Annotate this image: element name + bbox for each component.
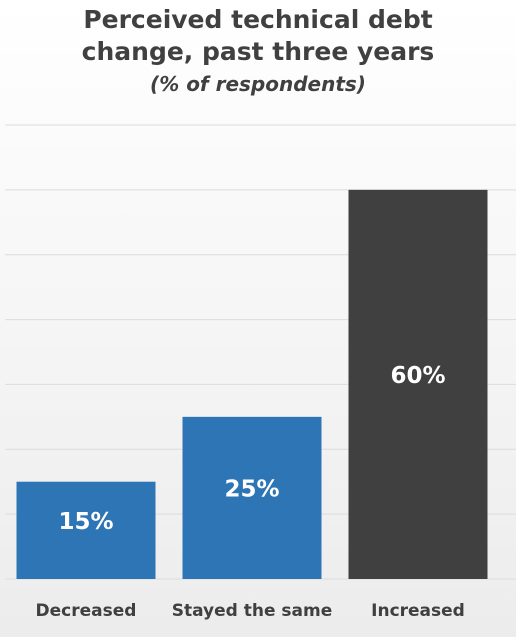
chart-subtitle: (% of respondents) xyxy=(150,72,366,96)
bar xyxy=(348,189,488,579)
value-label: 15% xyxy=(58,509,113,535)
x-tick-label: Increased xyxy=(371,601,465,621)
x-tick-label: Decreased xyxy=(36,601,137,621)
bar xyxy=(182,416,322,579)
value-label: 25% xyxy=(224,476,279,502)
bar xyxy=(16,481,156,579)
x-tick-label: Stayed the same xyxy=(172,601,333,621)
value-label: 60% xyxy=(390,363,445,389)
chart-title: Perceived technical debt change, past th… xyxy=(81,5,435,66)
